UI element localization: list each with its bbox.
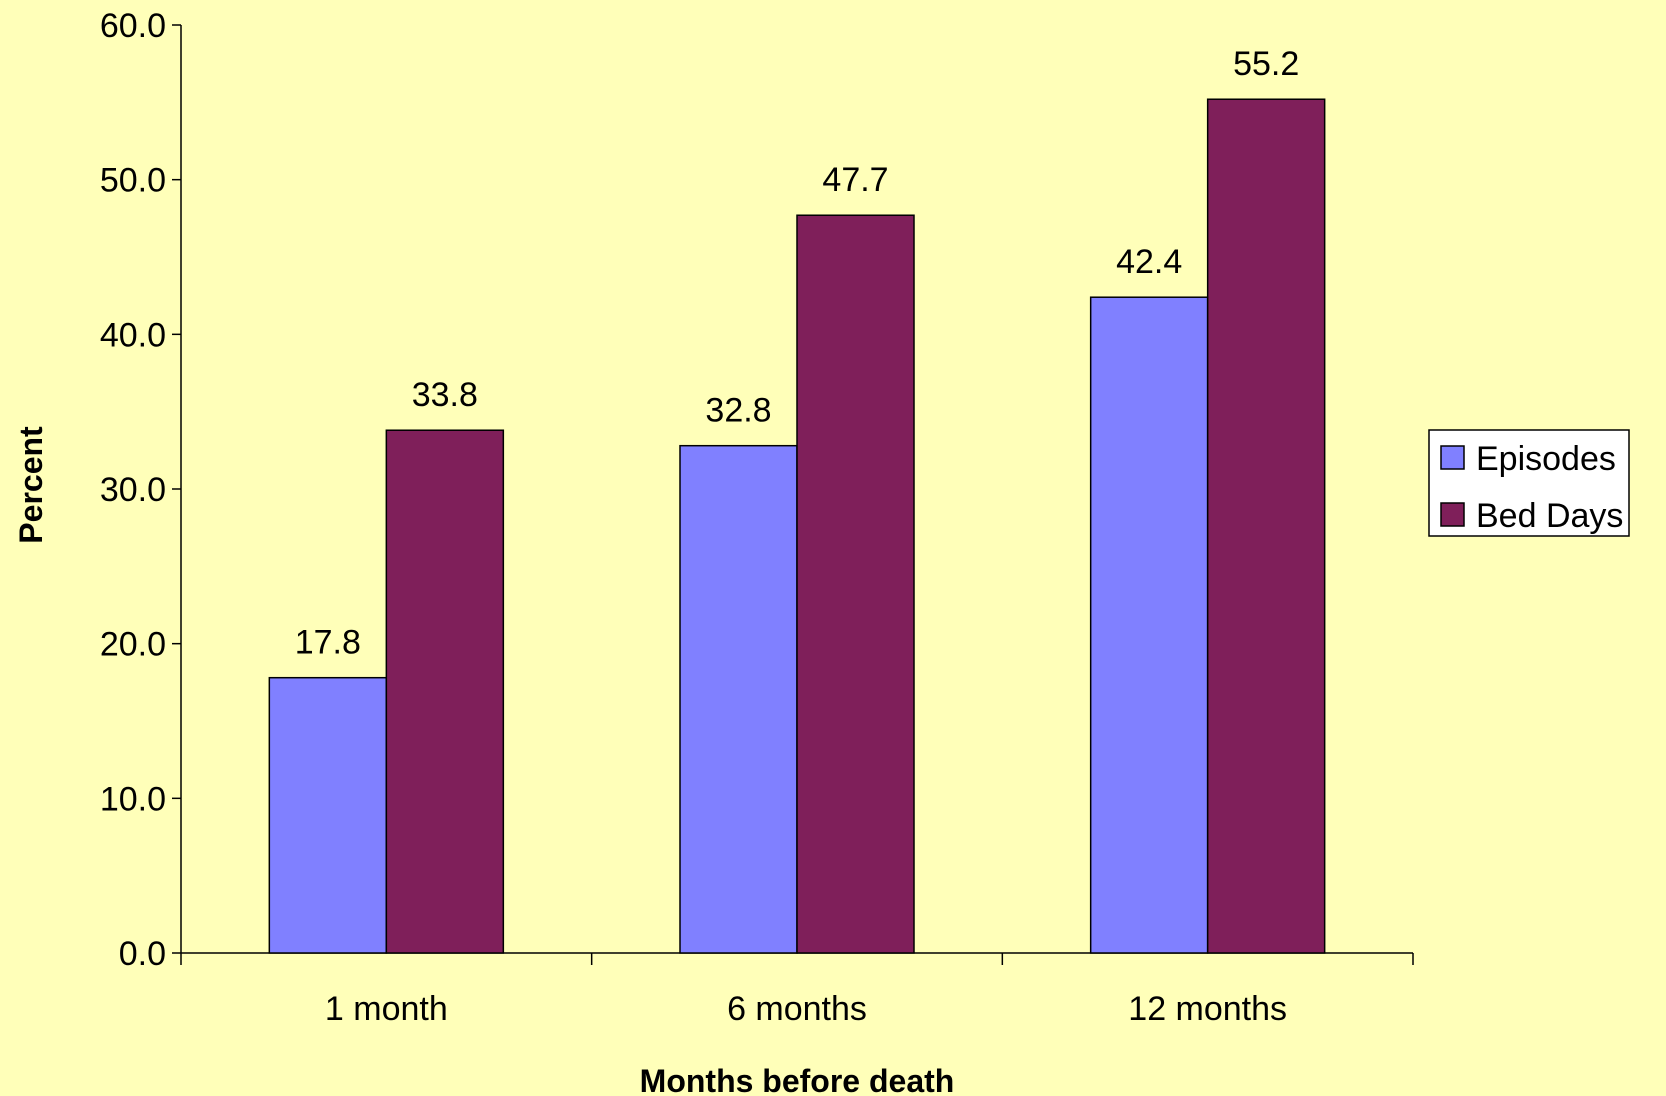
x-axis-title: Months before death	[640, 1063, 955, 1096]
bar-episodes	[679, 444, 798, 954]
x-tick-label: 12 months	[1128, 990, 1287, 1028]
x-tick-label: 1 month	[325, 990, 448, 1028]
data-label-bed-days: 55.2	[1233, 45, 1299, 83]
bar-episodes	[268, 676, 388, 954]
data-label-episodes: 17.8	[295, 624, 361, 662]
y-tick-label: 50.0	[100, 162, 166, 200]
legend-swatch-episodes	[1440, 445, 1465, 470]
x-tick-label: 6 months	[727, 990, 867, 1028]
legend-label-bed-days: Bed Days	[1476, 497, 1623, 535]
y-tick-label: 30.0	[100, 471, 166, 509]
bar-bed-days	[1206, 98, 1326, 954]
data-label-episodes: 42.4	[1116, 243, 1182, 281]
bar-bed-days	[385, 429, 505, 954]
bar-episodes	[1089, 296, 1209, 954]
bars	[268, 98, 1326, 954]
y-axis-title: Percent	[13, 426, 49, 544]
data-label-bed-days: 33.8	[412, 376, 478, 414]
y-tick-label: 60.0	[100, 7, 166, 45]
legend: Episodes Bed Days	[1428, 429, 1630, 537]
data-labels: 17.8 32.8 42.4 33.8 47.7 55.2	[295, 45, 1300, 661]
bar-bed-days	[796, 214, 915, 954]
data-label-bed-days: 47.7	[822, 161, 888, 199]
y-tick-label: 10.0	[100, 780, 166, 818]
y-tick-label: 0.0	[119, 935, 166, 973]
axes: 0.0 10.0 20.0 30.0 40.0 50.0 60.0 1 month 6 mont…	[100, 7, 1414, 1028]
legend-label-episodes: Episodes	[1476, 440, 1616, 478]
legend-swatch-bed-days	[1440, 502, 1465, 527]
data-label-episodes: 32.8	[705, 392, 771, 430]
y-tick-label: 40.0	[100, 316, 166, 354]
y-tick-label: 20.0	[100, 626, 166, 664]
